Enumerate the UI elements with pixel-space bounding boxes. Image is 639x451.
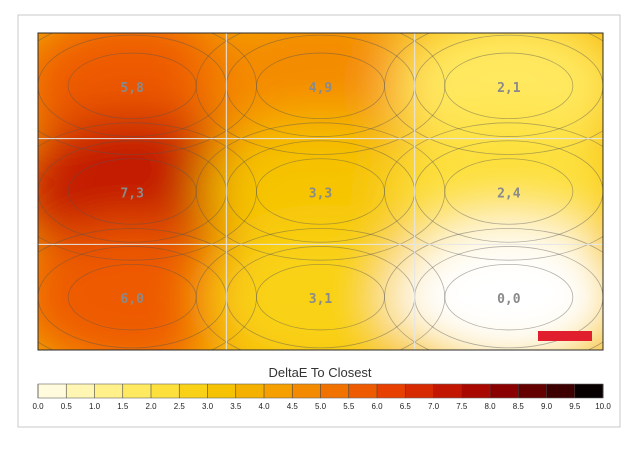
contour-line (195, 228, 446, 350)
contour-line (67, 264, 197, 331)
contour-line (444, 264, 574, 331)
contour-line (38, 228, 257, 350)
cell-value-label: 0,0 (497, 292, 521, 307)
scale-tick-label: 9.0 (541, 402, 553, 411)
scale-tick-label: 8.5 (513, 402, 525, 411)
heat-field (38, 33, 603, 350)
cell-labels: 5,8 4,9 2,1 7,3 3,3 2,4 6,0 3,1 0,0 (120, 81, 520, 307)
scale-tick-label: 10.0 (595, 402, 611, 411)
scale-tick-label: 5.0 (315, 402, 327, 411)
cell-value-label: 6,0 (120, 292, 144, 307)
color-scale-ticks: 0.0 0.5 1.0 1.5 2.0 2.5 3.0 3.5 4.0 4.5 5.0 5.5 6.0 6… (32, 384, 611, 411)
scale-tick-label: 2.5 (174, 402, 186, 411)
cell-value-label: 3,1 (309, 292, 333, 307)
cell-value-label: 5,8 (120, 81, 144, 96)
contour-line (444, 52, 574, 119)
scale-swatch (179, 384, 208, 398)
scale-tick-label: 3.0 (202, 402, 214, 411)
scale-tick-label: 7.5 (456, 402, 468, 411)
scale-tick-label: 4.5 (287, 402, 299, 411)
scale-swatch (405, 384, 434, 398)
plot-area: 5,8 4,9 2,1 7,3 3,3 2,4 6,0 3,1 0,0 (38, 33, 603, 350)
scale-tick-label: 6.0 (371, 402, 383, 411)
scale-swatch (151, 384, 180, 398)
contour-line (67, 158, 197, 225)
scale-tick-label: 8.0 (484, 402, 496, 411)
contour-line (195, 122, 446, 261)
scale-swatch (348, 384, 378, 398)
plot-border (37, 32, 604, 351)
cell-value-label: 3,3 (309, 187, 332, 202)
scale-tick-label: 4.0 (258, 402, 270, 411)
scale-tick-label: 1.5 (117, 402, 129, 411)
scale-swatch (292, 384, 321, 398)
cell-value-label: 2,4 (497, 187, 521, 202)
scale-swatch (320, 384, 350, 398)
scale-tick-label: 0.0 (32, 402, 44, 411)
gridlines (38, 33, 603, 350)
scale-swatch (433, 384, 463, 398)
cell-value-label: 7,3 (120, 187, 143, 202)
scale-swatch (207, 384, 237, 398)
heat-blob (392, 221, 603, 350)
red-marker (538, 331, 592, 341)
scale-tick-label: 9.5 (569, 402, 581, 411)
scale-swatch (546, 384, 576, 398)
heat-blob (203, 221, 438, 350)
scale-swatch (235, 384, 265, 398)
scale-swatch (66, 384, 95, 398)
scale-swatch (122, 384, 152, 398)
scale-tick-label: 7.0 (428, 402, 440, 411)
contour-line (38, 122, 257, 261)
scale-tick-label: 3.5 (230, 402, 242, 411)
scale-swatch (518, 384, 547, 398)
contour-line (384, 228, 603, 350)
scale-tick-label: 6.5 (400, 402, 412, 411)
scale-swatch (377, 384, 406, 398)
contour-line (256, 52, 385, 119)
scale-swatch (94, 384, 124, 398)
legend-title: DeltaE To Closest (268, 365, 371, 380)
contour-line (256, 158, 385, 225)
contour-line (256, 264, 385, 331)
contour-line (444, 158, 574, 225)
heat-blob (38, 221, 249, 350)
scale-tick-label: 5.5 (343, 402, 355, 411)
scale-swatch (574, 384, 604, 398)
scale-tick-label: 1.0 (89, 402, 101, 411)
color-scale-bar (37, 383, 604, 399)
scale-swatch (490, 384, 519, 398)
scale-tick-label: 2.0 (145, 402, 157, 411)
scale-tick-label: 0.5 (61, 402, 73, 411)
contour-line (67, 52, 197, 119)
contour-line (38, 33, 257, 155)
cell-value-label: 2,1 (497, 81, 521, 96)
contour-line (384, 33, 603, 155)
scale-swatch (38, 384, 67, 398)
field-blobs (38, 33, 603, 350)
scale-swatch (461, 384, 491, 398)
scale-swatch (264, 384, 293, 398)
heat-blob (203, 115, 438, 268)
contour-line (195, 33, 446, 155)
cell-value-label: 4,9 (309, 81, 332, 96)
contour-line (384, 122, 603, 261)
